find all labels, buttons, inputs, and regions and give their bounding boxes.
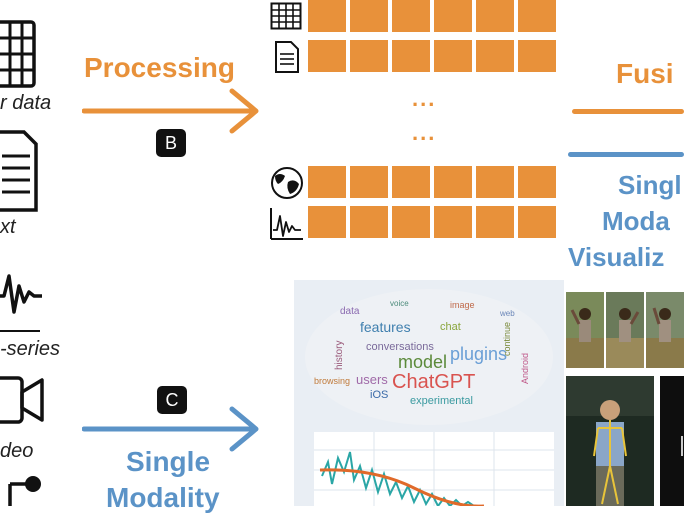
fusion-label: Fusi <box>616 58 674 89</box>
waveform-small-icon <box>270 208 303 240</box>
time-series-chart <box>314 432 554 506</box>
dark-image-edge <box>660 376 684 506</box>
document-icon <box>0 130 38 212</box>
ellipsis-2: ... <box>412 120 437 145</box>
processing-label: Processing <box>84 52 235 83</box>
video-camera-icon <box>0 376 44 424</box>
globe-small-icon <box>271 167 303 199</box>
wc-word-plugins: plugins <box>450 344 507 364</box>
tabular-data-label: r data <box>0 92 52 114</box>
feature-row-text <box>308 40 556 72</box>
svg-text:chat: chat <box>440 321 461 333</box>
single-modality-vis-line1: Singl <box>618 170 682 200</box>
svg-text:image: image <box>450 300 475 310</box>
single-modality-vis-line2: Moda <box>602 206 670 236</box>
feature-row-timeseries <box>308 206 556 238</box>
single-modality-arrow <box>82 406 259 452</box>
single-modality-line1: Single <box>126 446 211 477</box>
svg-text:iOS: iOS <box>370 389 388 401</box>
wc-word-model: model <box>398 352 447 372</box>
svg-text:voice: voice <box>390 299 409 308</box>
feature-row-image <box>308 166 556 198</box>
video-frame-1 <box>566 292 604 368</box>
single-modality-vis-line3: Visualiz <box>568 242 665 272</box>
table-icon <box>0 20 36 88</box>
document-small-icon <box>275 41 299 73</box>
ellipsis-1: ... <box>412 86 437 111</box>
badge-c: C <box>157 386 187 414</box>
svg-text:Android: Android <box>520 353 530 384</box>
video-frame-2 <box>606 292 644 368</box>
feature-row-tabular <box>308 0 556 32</box>
timeseries-underline <box>0 330 40 332</box>
video-frame-3 <box>646 292 684 368</box>
video-label: deo <box>0 440 34 462</box>
time-series-line <box>321 451 475 506</box>
word-cloud: data voice image web features chat plugi… <box>305 289 553 425</box>
svg-text:history: history <box>334 341 345 370</box>
svg-text:experimental: experimental <box>410 395 473 407</box>
graph-icon <box>8 476 41 506</box>
trend-curve <box>319 468 484 506</box>
pose-estimation-image <box>566 376 654 506</box>
processing-arrow <box>82 88 259 134</box>
fusion-arrow-line <box>572 109 684 114</box>
svg-text:conversations: conversations <box>366 341 434 353</box>
wc-word-features: features <box>360 319 411 335</box>
svg-text:users: users <box>356 372 388 387</box>
table-small-icon <box>270 2 302 30</box>
svg-text:continue: continue <box>502 322 512 356</box>
text-label: xt <box>0 216 16 238</box>
svg-text:web: web <box>499 309 515 318</box>
wc-word: data <box>340 306 360 317</box>
wc-word-main: ChatGPT <box>392 371 475 393</box>
single-modality-line2: Modality <box>106 482 220 513</box>
svg-text:browsing: browsing <box>314 376 350 386</box>
time-series-label: -series <box>0 338 61 360</box>
badge-b: B <box>156 129 186 157</box>
vis-divider-line <box>568 152 684 157</box>
video-frames-strip <box>566 292 684 368</box>
waveform-icon <box>0 274 42 314</box>
